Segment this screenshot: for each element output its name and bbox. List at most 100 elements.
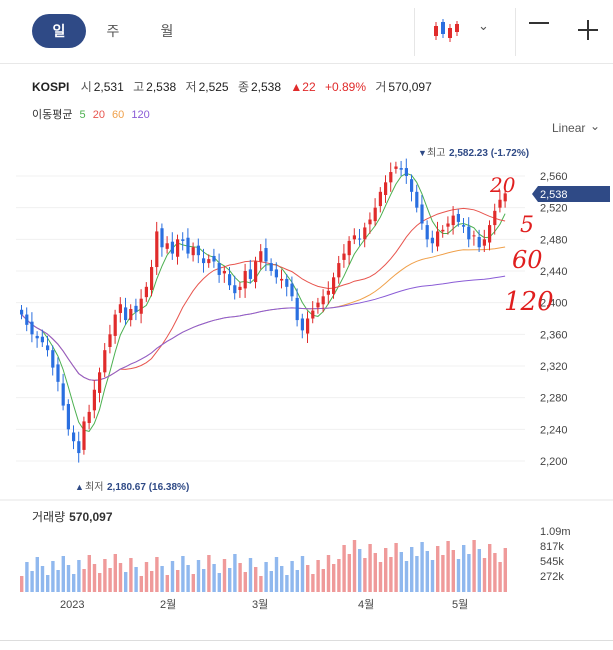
volume-bar xyxy=(243,572,247,592)
candle-body xyxy=(248,269,252,279)
volume-bar xyxy=(72,574,76,592)
volume-bar xyxy=(498,562,502,592)
volume-bar xyxy=(238,563,242,592)
candle-body xyxy=(124,307,128,321)
volume-bar xyxy=(207,555,211,592)
volume-bar xyxy=(186,565,190,592)
candle-body xyxy=(92,389,96,411)
ma-20[interactable]: 20 xyxy=(92,109,105,121)
ma-60[interactable]: 60 xyxy=(112,109,125,121)
volume-bar xyxy=(269,571,273,592)
candle-body xyxy=(150,267,154,290)
volume-bar xyxy=(40,566,45,592)
volume-bar xyxy=(332,564,336,592)
tab-weekly[interactable]: 주 xyxy=(106,23,120,39)
candle-body xyxy=(290,283,294,297)
volume-bar xyxy=(295,570,299,592)
candle-body xyxy=(378,191,382,207)
candle-body xyxy=(384,182,388,195)
candle-body xyxy=(373,207,377,222)
candle-body xyxy=(404,168,408,176)
volume-bar xyxy=(165,575,169,592)
candle-body xyxy=(40,336,44,343)
high-marker-value: 2,582.23 (-1.72%) xyxy=(449,148,529,159)
candle-body xyxy=(165,243,169,249)
price-tick-label: 2,440 xyxy=(540,266,568,278)
volume-bar xyxy=(306,565,310,592)
tab-daily[interactable]: 일 xyxy=(32,14,86,48)
price-chart[interactable]: 2,560 2,520 2,480 2,440 2,400 2,360 2,320 2,280… xyxy=(0,140,613,610)
volume-tick-label: 817k xyxy=(540,541,564,553)
candle-body xyxy=(446,223,450,227)
low-value: 2,525 xyxy=(198,80,229,94)
candlestick-icon[interactable] xyxy=(432,18,462,44)
price-tick-label: 2,520 xyxy=(540,203,568,215)
volume-bar xyxy=(347,554,351,592)
volume-bar xyxy=(191,574,195,592)
volume-bar xyxy=(316,560,320,592)
volume-bar xyxy=(373,553,377,592)
volume-bar xyxy=(285,575,289,592)
candle-body xyxy=(134,305,138,313)
candle-body xyxy=(82,421,86,450)
volume-bar xyxy=(493,553,497,592)
volume-bar xyxy=(108,568,112,592)
scale-select[interactable]: Linear xyxy=(552,121,586,135)
volume-bar xyxy=(326,555,331,592)
volume-bar xyxy=(124,572,128,592)
chevron-down-icon[interactable]: ⌄ xyxy=(590,119,601,133)
volume-bar xyxy=(477,549,481,592)
candle-body xyxy=(176,239,180,257)
candle-body xyxy=(321,296,325,305)
price-tick-label: 2,400 xyxy=(540,298,568,310)
close-value: 2,538 xyxy=(251,80,282,94)
candle-body xyxy=(472,235,476,237)
annotation-20: 20 xyxy=(489,173,516,197)
candle-body xyxy=(436,231,440,247)
volume-bar xyxy=(248,558,253,592)
candle-body xyxy=(451,215,455,226)
ma-120[interactable]: 120 xyxy=(131,109,150,121)
candle-body xyxy=(238,286,242,290)
price-tick-label: 2,320 xyxy=(540,361,568,373)
minus-icon[interactable] xyxy=(529,22,549,24)
volume-bar xyxy=(222,559,227,592)
volume-bar xyxy=(30,571,34,592)
volume-bar xyxy=(337,559,341,592)
volume-bar xyxy=(113,554,117,592)
divider xyxy=(414,8,415,56)
candle-body xyxy=(202,258,206,264)
candle-body xyxy=(20,309,24,315)
top-toolbar: 일 주 월 ⌄ xyxy=(0,0,613,64)
volume-bar xyxy=(61,556,65,592)
candle-body xyxy=(30,321,34,335)
volume-label: 거래량 xyxy=(32,510,66,524)
volume-bar xyxy=(280,566,284,592)
candle-body xyxy=(264,248,268,262)
volume-bar xyxy=(321,569,325,592)
candle-body xyxy=(358,238,362,240)
ma-5[interactable]: 5 xyxy=(79,109,86,121)
volume-bar xyxy=(311,574,315,592)
ma-line-5 xyxy=(21,172,506,432)
volume-bar xyxy=(87,555,91,592)
volume-bar xyxy=(181,556,185,592)
volume-bar xyxy=(368,544,372,592)
candle-body xyxy=(35,335,39,339)
plus-icon-vertical[interactable] xyxy=(587,20,589,40)
candle-body xyxy=(196,245,200,256)
volume-bar xyxy=(404,561,409,592)
candle-body xyxy=(285,278,289,287)
volume-bar xyxy=(202,569,206,592)
chevron-down-icon[interactable]: ⌄ xyxy=(478,18,489,33)
candle-body xyxy=(259,251,263,262)
volume-tick-label: 545k xyxy=(540,556,564,568)
candle-body xyxy=(186,237,190,254)
tab-monthly[interactable]: 월 xyxy=(160,23,174,39)
quote-summary: KOSPI 시 2,531 고 2,538 저 2,525 종 2,538 ▲22 +0… xyxy=(32,78,438,95)
candle-body xyxy=(306,318,310,334)
volume-bar xyxy=(399,552,403,592)
candle-body xyxy=(493,210,497,226)
candle-body xyxy=(488,225,492,243)
candle-body xyxy=(56,364,60,382)
